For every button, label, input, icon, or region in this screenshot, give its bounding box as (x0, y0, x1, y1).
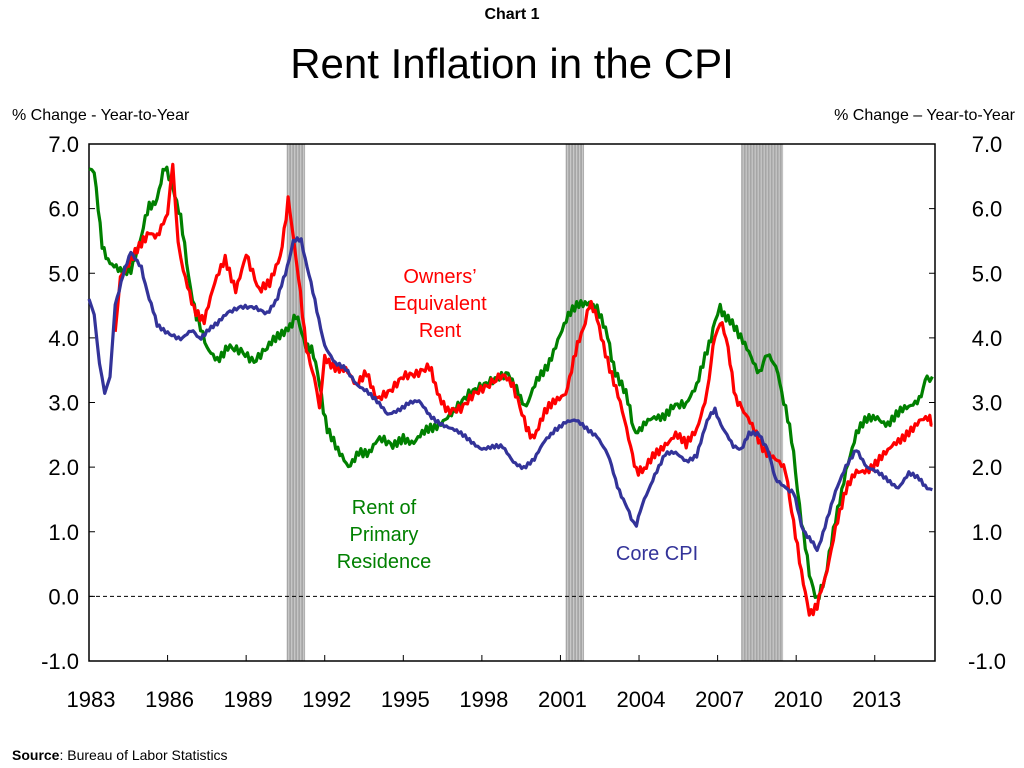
recession-band (565, 144, 585, 661)
y-tick-label-left: 6.0 (48, 197, 79, 222)
y-tick-label-left: 5.0 (48, 261, 79, 286)
y-tick-label-left: 3.0 (48, 391, 79, 416)
series-label-oer: Equivalent (393, 293, 487, 315)
y-tick-label-right: 1.0 (972, 520, 1003, 545)
y-tick-label-right: 2.0 (972, 455, 1003, 480)
x-tick-label: 1998 (459, 687, 508, 712)
chart-number-label: Chart 1 (484, 6, 540, 23)
recession-band (286, 144, 306, 661)
series-line-rent (88, 165, 934, 601)
x-tick-label: 1989 (224, 687, 273, 712)
source-note: Source: Bureau of Labor Statistics (12, 747, 228, 763)
page-title: Rent Inflation in the CPI (290, 40, 734, 87)
y-tick-label-right: 0.0 (972, 584, 1003, 609)
y-tick-label-right: 5.0 (972, 261, 1003, 286)
y-tick-label-left: 4.0 (48, 326, 79, 351)
y-tick-label-left: 7.0 (48, 132, 79, 157)
x-tick-label: 1995 (381, 687, 430, 712)
x-tick-label: 2013 (852, 687, 901, 712)
y-tick-label-left: 1.0 (48, 520, 79, 545)
source-label: Source (12, 747, 60, 763)
plot-frame (88, 143, 936, 662)
right-axis-title: % Change – Year-to-Year (834, 107, 1015, 124)
x-tick-label: 2004 (617, 687, 666, 712)
series-label-rent: Primary (350, 524, 419, 546)
x-tick-label: 2001 (538, 687, 587, 712)
series-label-oer: Rent (419, 320, 462, 342)
y-tick-label-left: -1.0 (41, 649, 79, 674)
left-axis-title: % Change - Year-to-Year (12, 107, 190, 124)
series-label-rent: Residence (337, 551, 432, 573)
recession-band (741, 144, 784, 661)
y-tick-label-right: 7.0 (972, 132, 1003, 157)
series-label-rent: Rent of (352, 497, 417, 519)
series-label-core: Core CPI (616, 543, 698, 565)
x-tick-label: 1992 (302, 687, 351, 712)
x-tick-label: 2007 (695, 687, 744, 712)
y-tick-label-right: 3.0 (972, 391, 1003, 416)
x-tick-label: 1986 (145, 687, 194, 712)
y-tick-label-right: -1.0 (968, 649, 1006, 674)
x-tick-label: 1983 (67, 687, 116, 712)
series-line-oer (113, 162, 933, 617)
source-text: : Bureau of Labor Statistics (59, 747, 228, 763)
y-tick-label-left: 0.0 (48, 584, 79, 609)
y-tick-label-left: 2.0 (48, 455, 79, 480)
series-label-oer: Owners’ (403, 266, 476, 288)
y-tick-label-right: 4.0 (972, 326, 1003, 351)
y-tick-label-right: 6.0 (972, 197, 1003, 222)
series-line-core (87, 236, 933, 553)
x-tick-label: 2010 (774, 687, 823, 712)
